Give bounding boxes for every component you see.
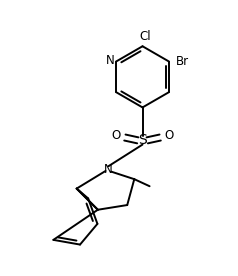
Text: S: S xyxy=(138,133,147,147)
Text: O: O xyxy=(111,129,121,142)
Text: N: N xyxy=(106,54,114,67)
Text: Br: Br xyxy=(175,55,188,68)
Text: N: N xyxy=(104,163,113,176)
Text: O: O xyxy=(164,129,174,142)
Text: Cl: Cl xyxy=(139,30,151,43)
